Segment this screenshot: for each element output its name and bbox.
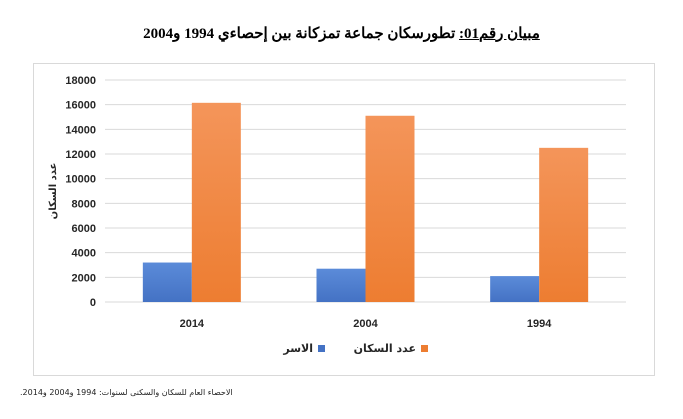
y-tick-label: 18000 [65, 75, 96, 87]
y-tick-label: 8000 [72, 198, 96, 210]
y-tick-label: 4000 [72, 248, 96, 260]
y-tick-label: 0 [90, 297, 96, 309]
bar-population [365, 115, 415, 302]
bar-chart: 0 2000 4000 6000 8000 10000 12000 14000 16000 180… [48, 75, 626, 355]
bar-population [191, 102, 241, 302]
y-tick-label: 2000 [72, 272, 96, 284]
y-tick-label: 12000 [65, 149, 96, 161]
bar-population [539, 147, 589, 302]
legend-label-population: عدد السكان [354, 342, 416, 355]
legend-swatch-population [421, 345, 428, 352]
bar-households [490, 276, 540, 302]
legend-swatch-households [318, 345, 325, 352]
y-tick-label: 14000 [65, 124, 96, 136]
legend-label-households: الاسر [282, 342, 313, 355]
y-tick-label: 10000 [65, 174, 96, 186]
chart-title-text: تطورسكان جماعة تمزكانة بين إحصاءي 1994 و… [143, 26, 460, 42]
chart-area: 0 2000 4000 6000 8000 10000 12000 14000 16000 180… [33, 63, 655, 376]
chart-title: مبيان رقم01: تطورسكان جماعة تمزكانة بين … [0, 24, 683, 43]
bar-households [316, 268, 366, 302]
y-tick-label: 6000 [72, 223, 96, 235]
source-note: الاحصاء العام للسكان والسكنى لسنوات: 199… [20, 388, 233, 397]
bar-households [142, 262, 192, 302]
x-tick-label: 2004 [353, 318, 378, 330]
x-tick-label: 1994 [527, 318, 552, 330]
x-tick-label: 2014 [180, 318, 205, 330]
y-axis-label: عدد السكان [48, 163, 59, 220]
y-tick-label: 16000 [65, 100, 96, 112]
chart-title-prefix: مبيان رقم01: [459, 26, 540, 42]
